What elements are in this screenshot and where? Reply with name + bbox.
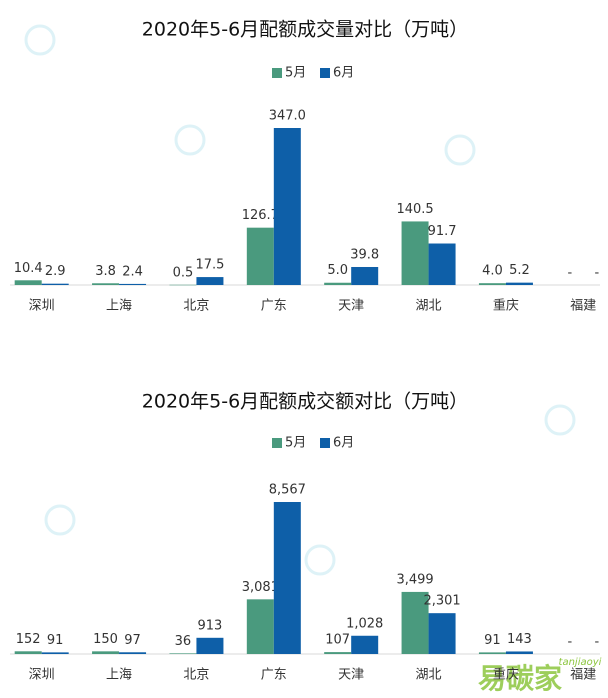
x-tick-label: 福建 [570, 299, 596, 314]
bar [92, 283, 120, 285]
value-label: 140.5 [396, 202, 433, 217]
bar [478, 283, 506, 285]
x-tick-label: 北京 [183, 299, 209, 314]
bar [505, 651, 533, 654]
value-label: 3,499 [396, 572, 433, 587]
chart-title: 2020年5-6月配额成交量对比（万吨） [142, 19, 468, 41]
x-tick-label: 重庆 [493, 667, 519, 683]
x-tick-label: 福建 [570, 668, 596, 683]
bar [169, 284, 197, 286]
legend-label: 5月 [285, 66, 306, 81]
legend-swatch [272, 438, 282, 448]
value-label: 5.0 [327, 263, 348, 278]
bar [119, 652, 147, 654]
value-label: 107 [325, 633, 350, 648]
value-label: 4.0 [482, 264, 503, 279]
x-tick-label: 广东 [261, 299, 287, 314]
x-tick-label: 广东 [261, 668, 287, 683]
legend-label: 5月 [285, 436, 306, 451]
bar [324, 652, 352, 654]
x-tick-label: 天津 [338, 299, 364, 314]
legend-label: 6月 [333, 436, 354, 451]
bar [196, 277, 224, 285]
bar [14, 280, 42, 285]
x-tick-label: 上海 [106, 299, 132, 314]
bar [401, 591, 429, 654]
value-label: 126.7 [242, 208, 279, 223]
value-label: 36 [175, 634, 192, 649]
x-tick-label: 深圳 [29, 668, 55, 683]
value-label: 3,081 [242, 580, 279, 595]
value-label: 143 [507, 632, 532, 647]
x-tick-label: 上海 [106, 668, 132, 683]
value-label: 2.4 [122, 264, 143, 279]
bar [246, 599, 274, 654]
bar [196, 637, 224, 654]
x-tick-label: 重庆 [493, 298, 519, 314]
bar [169, 653, 197, 654]
value-label: 913 [198, 618, 223, 633]
bar [505, 282, 533, 285]
value-label: 5.2 [509, 263, 530, 278]
bar [14, 651, 42, 654]
bar [119, 283, 147, 285]
watermark-brand: 易碳家 [478, 662, 562, 695]
value-label: 91 [47, 633, 64, 648]
value-label: 2.9 [45, 264, 66, 279]
value-label: - [567, 635, 572, 650]
legend-swatch [272, 68, 282, 78]
watermark-pattern [24, 24, 576, 576]
bar [351, 635, 379, 654]
chart-title: 2020年5-6月配额成交额对比（万吨） [142, 391, 468, 413]
value-label: 0.5 [173, 265, 194, 280]
value-label: 91.7 [428, 224, 457, 239]
value-label: 39.8 [350, 247, 379, 262]
bar [92, 651, 120, 654]
bar [478, 652, 506, 654]
bar [273, 128, 301, 285]
value-label: 1,028 [346, 616, 383, 631]
bar [428, 243, 456, 285]
value-label: 152 [16, 632, 41, 647]
bar [324, 282, 352, 285]
value-label: 91 [484, 633, 501, 648]
x-tick-label: 天津 [338, 668, 364, 683]
bar [401, 221, 429, 285]
watermark-site: tanjiaoyi [559, 657, 602, 668]
value-label: - [567, 266, 572, 281]
legend-swatch [320, 438, 330, 448]
x-tick-label: 深圳 [29, 299, 55, 314]
bar [41, 283, 69, 285]
legend-label: 6月 [333, 66, 354, 81]
bar [351, 266, 379, 285]
x-tick-label: 湖北 [416, 668, 442, 683]
bar [246, 227, 274, 285]
bar [273, 502, 301, 654]
value-label: 97 [124, 633, 141, 648]
value-label: 2,301 [423, 594, 460, 609]
value-label: 3.8 [95, 264, 116, 279]
value-label: 10.4 [14, 261, 43, 276]
value-label: 17.5 [195, 258, 224, 273]
x-tick-label: 湖北 [416, 299, 442, 314]
legend-swatch [320, 68, 330, 78]
x-tick-label: 北京 [183, 668, 209, 683]
value-label: 8,567 [269, 483, 306, 498]
bar [428, 613, 456, 654]
bar [41, 652, 69, 654]
value-label: - [594, 635, 599, 650]
value-label: 150 [93, 632, 118, 647]
value-label: 347.0 [269, 109, 306, 124]
value-label: - [594, 266, 599, 281]
